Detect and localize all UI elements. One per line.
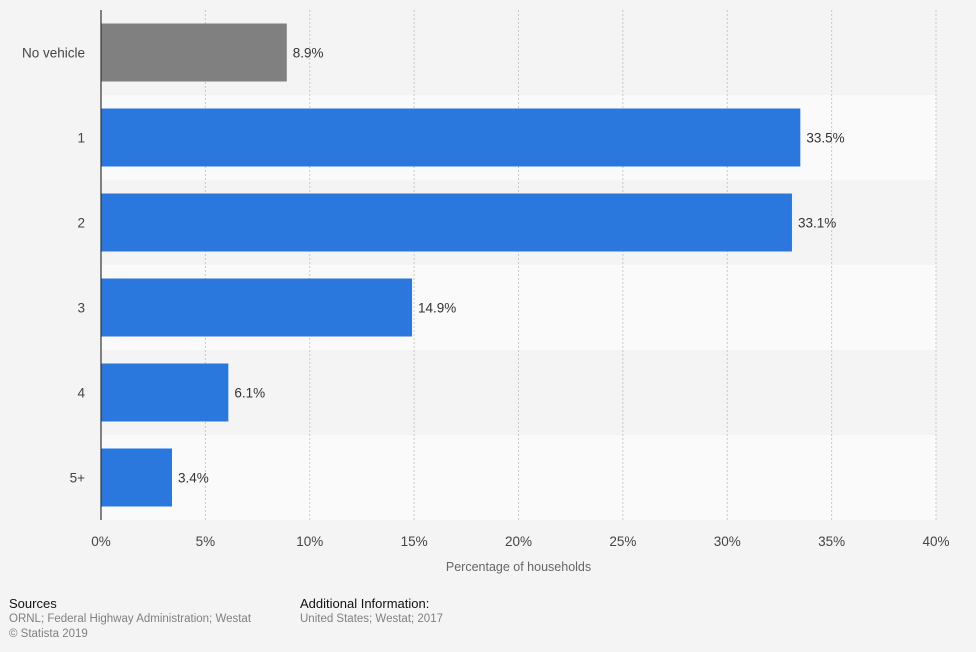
x-tick-label: 25% [609,534,636,549]
sources-block: Sources ORNL; Federal Highway Administra… [9,596,251,642]
x-tick-label: 5% [196,534,216,549]
x-tick-label: 0% [91,534,111,549]
x-tick-label: 20% [505,534,532,549]
bar-value-label: 6.1% [234,386,265,401]
sources-text: ORNL; Federal Highway Administration; We… [9,613,252,625]
sources-heading: Sources [9,596,57,611]
additional-info-text: United States; Westat; 2017 [300,613,443,625]
bar-value-label: 14.9% [418,301,456,316]
category-label: 1 [77,131,85,146]
x-tick-label: 30% [714,534,741,549]
x-tick-label: 15% [401,534,428,549]
bar-chart: 8.9% No vehicle 33.5% 1 33.1% 2 14.9% 3 6.1% 4 3.4… [22,10,950,574]
bar [101,448,172,507]
bar [101,278,413,337]
bar [101,23,287,82]
additional-info-heading: Additional Information: [300,596,430,611]
bar [101,108,801,167]
x-tick-label: 10% [296,534,323,549]
category-label: 3 [77,301,85,316]
category-label: 5+ [70,471,86,486]
bar [101,193,792,252]
bar-value-label: 8.9% [293,46,324,61]
category-label: No vehicle [22,46,85,61]
category-label: 4 [77,386,85,401]
x-tick-label: 35% [818,534,845,549]
category-label: 2 [77,216,85,231]
bar-value-label: 33.5% [806,131,844,146]
x-tick-label: 40% [922,534,949,549]
copyright-text: © Statista 2019 [9,628,88,640]
bar-value-label: 3.4% [178,471,209,486]
bar-value-label: 33.1% [798,216,836,231]
bar [101,363,229,422]
additional-info-block: Additional Information: United States; W… [300,596,443,627]
x-axis-title: Percentage of households [446,560,591,574]
category-band [101,435,936,520]
